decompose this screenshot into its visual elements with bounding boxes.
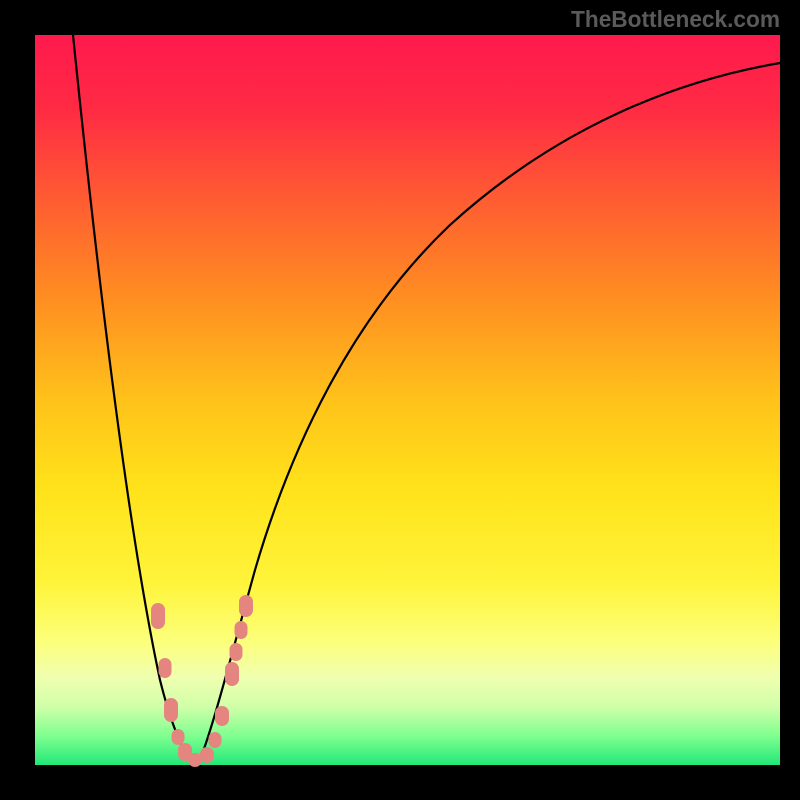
data-marker	[215, 706, 229, 726]
data-marker	[239, 595, 253, 617]
data-marker	[164, 698, 178, 722]
data-marker	[235, 621, 248, 639]
watermark-text: TheBottleneck.com	[571, 6, 780, 33]
data-marker	[230, 643, 243, 661]
data-marker	[200, 747, 214, 763]
bottleneck-curves	[0, 0, 800, 800]
data-marker	[151, 603, 165, 629]
bottleneck-chart: TheBottleneck.com	[0, 0, 800, 800]
data-marker	[225, 662, 239, 686]
data-marker	[159, 658, 172, 678]
data-marker	[209, 732, 222, 748]
